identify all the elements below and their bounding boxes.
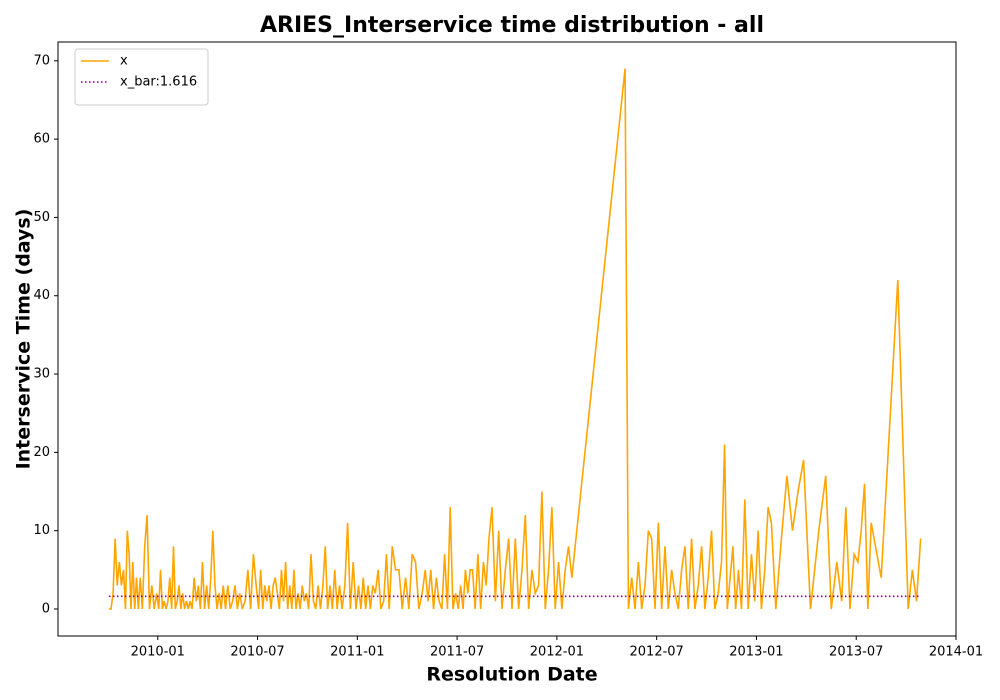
y-tick-label: 10 <box>33 523 50 538</box>
plot-frame <box>57 41 957 637</box>
chart-title: ARIES_Interservice time distribution - a… <box>260 13 764 38</box>
legend-box <box>74 48 209 106</box>
x-tick-label: 2011-07 <box>430 645 484 660</box>
x-tick-label: 2010-01 <box>131 645 185 660</box>
x-tick-label: 2013-07 <box>829 645 883 660</box>
x-tick-label: 2012-01 <box>530 645 584 660</box>
y-tick-label: 30 <box>33 367 50 382</box>
legend-label: x <box>120 54 128 69</box>
y-axis-label: Interservice Time (days) <box>13 209 35 470</box>
y-tick-label: 50 <box>33 210 50 225</box>
x-tick-label: 2013-01 <box>729 645 783 660</box>
legend-label: x_bar:1.616 <box>120 75 197 90</box>
data-line <box>108 68 922 610</box>
y-tick-label: 70 <box>33 53 50 68</box>
y-tick-label: 60 <box>33 132 50 147</box>
y-tick-label: 0 <box>42 601 50 616</box>
y-tick-label: 40 <box>33 288 50 303</box>
x-axis-label: Resolution Date <box>426 664 597 686</box>
y-tick-label: 20 <box>33 445 50 460</box>
x-tick-label: 2014-01 <box>929 645 983 660</box>
x-tick-label: 2010-07 <box>230 645 284 660</box>
x-tick-label: 2011-01 <box>330 645 384 660</box>
x-tick-label: 2012-07 <box>630 645 684 660</box>
